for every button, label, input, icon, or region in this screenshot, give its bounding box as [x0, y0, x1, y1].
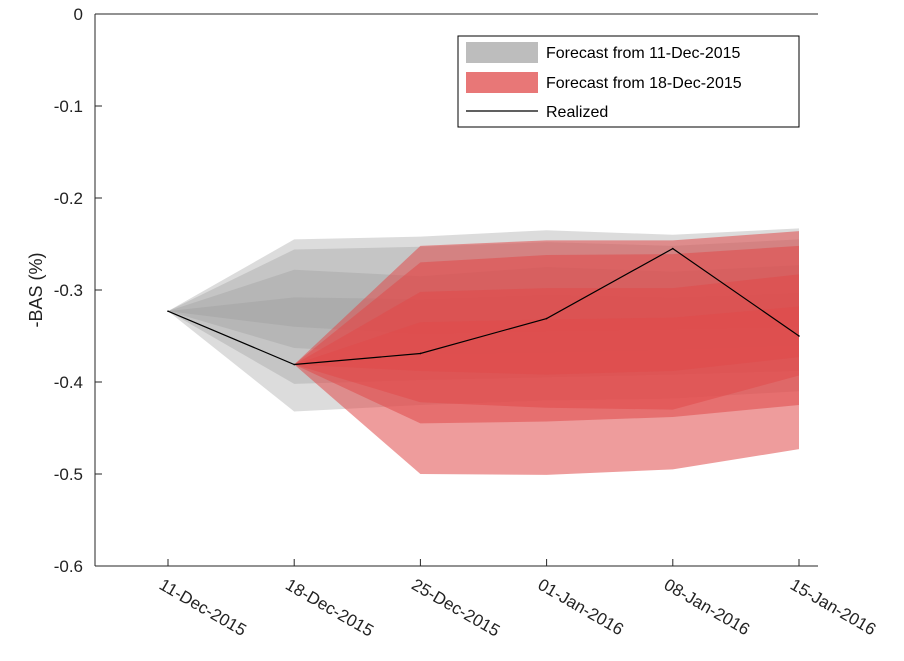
realized-line-layer [167, 247, 800, 366]
y-axis-label: -BAS (%) [26, 252, 46, 327]
forecast-fans [168, 228, 799, 475]
realized-point [419, 352, 422, 355]
legend: Forecast from 11-Dec-2015 Forecast from … [457, 35, 800, 128]
realized-point [545, 317, 548, 320]
y-tick-label: -0.4 [54, 373, 83, 392]
legend-label-realized: Realized [546, 104, 608, 121]
x-tick-label: 08-Jan-2016 [661, 575, 753, 639]
realized-line [167, 247, 800, 366]
legend-label-forecast-11-dec: Forecast from 11-Dec-2015 [546, 45, 741, 62]
x-tick-label: 01-Jan-2016 [535, 575, 627, 639]
fan-band-series-1-band-3 [294, 306, 799, 375]
y-tick-label: -0.5 [54, 465, 83, 484]
legend-label-forecast-18-dec: Forecast from 18-Dec-2015 [546, 75, 742, 92]
realized-point [293, 363, 296, 366]
x-tick-label: 11-Dec-2015 [156, 575, 250, 640]
x-tick-label: 25-Dec-2015 [408, 575, 503, 641]
y-tick-label: 0 [74, 5, 83, 24]
realized-point [798, 335, 800, 337]
legend-swatch-forecast-11-dec [466, 42, 538, 63]
y-tick-label: -0.6 [54, 557, 83, 576]
legend-swatch-forecast-18-dec [466, 72, 538, 93]
y-tick-label: -0.3 [54, 281, 83, 300]
y-tick-label: -0.2 [54, 189, 83, 208]
x-tick-label: 15-Jan-2016 [787, 575, 879, 639]
realized-point [167, 310, 169, 312]
y-tick-label: -0.1 [54, 97, 83, 116]
realized-point [672, 247, 674, 250]
x-tick-label: 18-Dec-2015 [282, 575, 377, 641]
